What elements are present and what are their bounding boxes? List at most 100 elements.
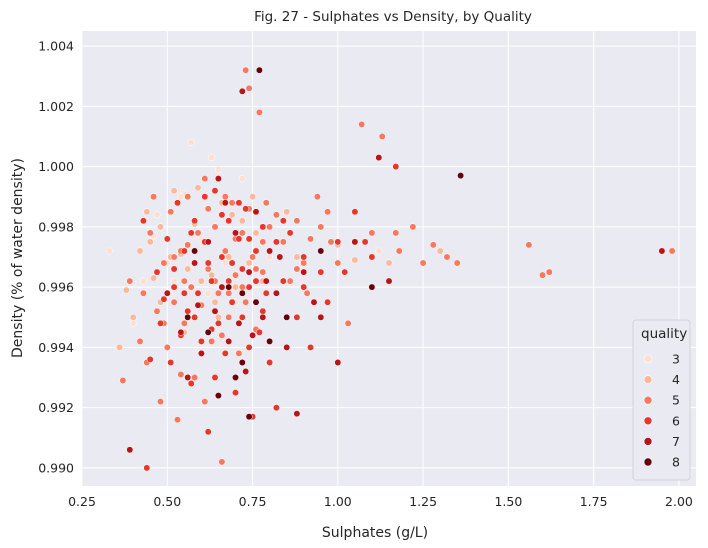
data-point (259, 223, 267, 231)
data-point (204, 259, 212, 267)
data-point (242, 298, 250, 306)
data-point (194, 289, 202, 297)
data-point (293, 217, 301, 225)
data-point (232, 283, 239, 291)
data-point (266, 247, 274, 255)
gridlines (81, 31, 696, 486)
data-point (146, 238, 154, 246)
data-point (180, 289, 188, 297)
data-point (153, 268, 161, 276)
data-point (214, 319, 222, 327)
data-point (668, 247, 676, 255)
data-point (139, 289, 147, 297)
data-point (266, 223, 274, 231)
data-point (249, 193, 257, 201)
data-point (157, 319, 164, 327)
data-point (194, 229, 202, 237)
data-point (218, 211, 226, 219)
data-point (235, 199, 243, 207)
data-point (146, 355, 154, 363)
data-point (245, 413, 253, 421)
data-point (317, 247, 325, 255)
data-point (204, 428, 212, 436)
data-point (235, 235, 243, 243)
data-point (218, 331, 226, 339)
data-point (225, 337, 233, 345)
data-point (139, 217, 147, 225)
data-point (385, 259, 393, 267)
data-point (225, 313, 233, 321)
data-point (170, 187, 178, 195)
data-point (184, 265, 192, 273)
data-point (146, 229, 154, 237)
data-point (266, 359, 274, 366)
data-point (214, 392, 222, 400)
data-point (272, 238, 280, 246)
data-point (194, 184, 202, 192)
data-point (283, 313, 291, 321)
data-point (126, 277, 134, 285)
data-point (245, 84, 253, 92)
legend-label: 5 (672, 393, 680, 408)
x-tick-label: 0.75 (239, 494, 267, 509)
data-point (293, 410, 301, 418)
data-point (283, 343, 291, 351)
data-point (293, 253, 301, 261)
data-point (242, 205, 250, 213)
data-point (262, 277, 270, 285)
data-point (153, 307, 161, 315)
data-point (276, 253, 284, 261)
data-point (358, 120, 366, 128)
data-point (392, 163, 400, 171)
legend-marker (643, 457, 653, 467)
x-axis-label: Sulphates (g/L) (322, 525, 428, 541)
data-point (218, 458, 226, 466)
data-point (197, 277, 205, 285)
data-point (378, 133, 386, 140)
data-point (245, 235, 253, 243)
data-point (191, 374, 199, 381)
data-point (262, 289, 270, 297)
x-tick-label: 0.50 (153, 494, 181, 509)
data-point (262, 199, 270, 207)
data-point (368, 229, 376, 237)
data-point (368, 253, 376, 261)
data-point (197, 337, 205, 345)
data-point (300, 253, 308, 261)
data-point (177, 328, 185, 336)
y-tick-label: 0.994 (38, 340, 74, 355)
data-point (429, 241, 437, 249)
data-point (375, 247, 383, 255)
data-point (184, 307, 192, 315)
data-point (201, 193, 209, 201)
data-point (187, 380, 195, 387)
y-tick-labels: 0.990 0.992 0.994 0.996 0.998 1.000 1.002 1.004 (38, 39, 74, 476)
x-tick-label: 1.50 (494, 494, 522, 509)
legend-marker (643, 354, 653, 364)
data-point (221, 259, 229, 267)
data-point (228, 211, 236, 219)
data-point (180, 247, 188, 255)
data-point (307, 343, 314, 351)
y-tick-label: 1.002 (38, 99, 74, 114)
data-point (252, 208, 260, 216)
data-point (191, 217, 199, 225)
data-point (344, 319, 352, 327)
data-point (150, 193, 158, 201)
data-point (191, 313, 199, 321)
data-point (225, 217, 233, 225)
data-point (351, 256, 359, 264)
data-point (252, 265, 260, 273)
data-point (187, 283, 195, 291)
data-point (238, 313, 246, 321)
data-point (525, 241, 533, 249)
data-point (255, 108, 263, 116)
data-point (211, 298, 219, 306)
legend-marker (643, 375, 653, 384)
data-point (228, 199, 236, 207)
data-point (194, 301, 202, 309)
data-point (255, 66, 263, 74)
data-point (187, 139, 195, 146)
data-point (225, 283, 233, 291)
data-point (286, 229, 294, 237)
